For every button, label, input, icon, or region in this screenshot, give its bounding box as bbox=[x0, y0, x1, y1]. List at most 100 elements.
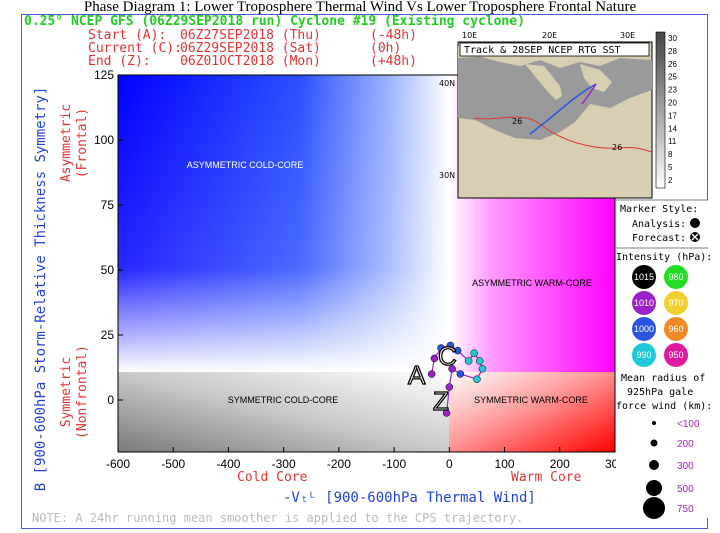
start-label: Start (A): bbox=[88, 28, 166, 43]
intensity-value: 1010 bbox=[634, 298, 654, 308]
intensity-value: 960 bbox=[668, 324, 683, 334]
label-asym-cold: ASYMMETRIC COLD-CORE bbox=[187, 160, 304, 170]
plot-border bbox=[117, 74, 616, 453]
track-analysis-point bbox=[446, 341, 455, 350]
sst-colorbar-ticks: 30 28 26 25 23 20 17 14 11 8 5 2 bbox=[668, 34, 677, 185]
inset-italy bbox=[525, 64, 562, 100]
inset-contour-label-2: 26 bbox=[612, 143, 622, 152]
track-forecast-point bbox=[442, 409, 451, 417]
inset-lon-20e: 20E bbox=[542, 31, 557, 40]
intensity-value: 950 bbox=[668, 350, 683, 360]
inset-lon-30e: 30E bbox=[620, 31, 635, 40]
y-tick-label: 75 bbox=[101, 198, 115, 212]
end-label: End (Z): bbox=[88, 54, 151, 69]
y-tick-label: 0 bbox=[107, 393, 114, 407]
intensity-value: 970 bbox=[668, 298, 683, 308]
radius-swatch bbox=[643, 497, 665, 519]
track-end-label: Z bbox=[433, 386, 449, 416]
label-sym-warm: SYMMETRIC WARM-CORE bbox=[474, 395, 588, 405]
label-sym-cold: SYMMETRIC COLD-CORE bbox=[228, 395, 339, 405]
current-offset: (0h) bbox=[370, 41, 401, 56]
x-tick-label: -300 bbox=[272, 457, 296, 471]
legend: Marker Style: Analysis: Forecast: Intens… bbox=[616, 199, 712, 519]
intensity-swatch bbox=[632, 291, 656, 315]
sst-colorbar-tick: 5 bbox=[668, 163, 673, 172]
sym-label-1: Symmetric bbox=[59, 357, 74, 427]
inset-title: Track & 28SEP NCEP RTG SST bbox=[464, 45, 621, 56]
sst-colorbar-tick: 14 bbox=[668, 124, 677, 133]
sst-colorbar-tick: 8 bbox=[668, 150, 673, 159]
legend-intensity-title: Intensity (hPa): bbox=[616, 252, 712, 263]
intensity-value: 1015 bbox=[634, 272, 654, 282]
inset-lat-30n: 30N bbox=[439, 171, 455, 180]
quadrant-sym-warm bbox=[449, 372, 615, 452]
track-start-label: A bbox=[408, 360, 426, 390]
sst-colorbar-tick: 2 bbox=[668, 176, 673, 185]
intensity-legend: 1015 980 1010 970 1000 960 990 950 bbox=[632, 265, 688, 367]
track-forecast-point bbox=[464, 357, 473, 365]
quadrant-asym-cold-fade bbox=[118, 75, 449, 372]
legend-marker-style: Marker Style: bbox=[620, 204, 698, 215]
sst-colorbar-tick: 23 bbox=[668, 86, 677, 95]
y-tick-label: 100 bbox=[94, 133, 114, 147]
x-tick-label: 200 bbox=[550, 457, 570, 471]
analysis-marker bbox=[690, 218, 700, 228]
x-tick-label: -200 bbox=[327, 457, 351, 471]
inset-track-analysis bbox=[529, 83, 597, 135]
x-tick-label: -500 bbox=[161, 457, 185, 471]
x-tick-label: 0 bbox=[446, 457, 453, 471]
intensity-swatch bbox=[632, 343, 656, 367]
sst-colorbar-tick: 11 bbox=[668, 137, 677, 146]
radius-value: <100 bbox=[677, 419, 700, 430]
radius-value: 300 bbox=[677, 461, 694, 472]
asym-label-2: (Frontal) bbox=[75, 108, 90, 178]
end-offset: (+48h) bbox=[370, 54, 417, 69]
track-forecast-point bbox=[456, 370, 465, 378]
y-tick-label: 50 bbox=[101, 263, 115, 277]
track-forecast-point bbox=[478, 365, 487, 373]
y-tick-label: 125 bbox=[94, 68, 114, 82]
x-tick-label: 100 bbox=[495, 457, 515, 471]
header-line1: 0.25° NCEP GFS (06Z29SEP2018 run) Cyclon… bbox=[24, 14, 525, 29]
current-date: 06Z29SEP2018 (Sat) bbox=[180, 41, 321, 56]
track-analysis-point bbox=[427, 370, 436, 378]
inset-track-forecast bbox=[581, 83, 597, 105]
legend-analysis: Analysis: bbox=[632, 219, 686, 230]
intensity-swatch bbox=[664, 317, 688, 341]
track-forecast-point bbox=[445, 383, 454, 391]
x-tick-label: -100 bbox=[382, 457, 406, 471]
track-analysis-point bbox=[430, 354, 439, 363]
y-axis-label: B [900-600hPa Storm-Relative Thickness S… bbox=[33, 87, 49, 492]
sst-colorbar-tick: 17 bbox=[668, 111, 677, 120]
track-forecast-point bbox=[448, 365, 456, 373]
x-tick-label: -600 bbox=[106, 457, 130, 471]
inset-sst-contour bbox=[473, 116, 653, 153]
sst-colorbar-tick: 28 bbox=[668, 47, 677, 56]
inset-title-box bbox=[459, 42, 650, 57]
radius-title-3: force wind (km): bbox=[616, 401, 712, 412]
inset-map: Track & 28SEP NCEP RTG SST 10E 20E 30E 4… bbox=[439, 31, 677, 199]
legend-panel bbox=[616, 200, 708, 518]
cyclone-track bbox=[427, 341, 487, 417]
label-asym-warm: ASYMMETRIC WARM-CORE bbox=[472, 278, 592, 288]
sst-colorbar-tick: 20 bbox=[668, 99, 677, 108]
sst-colorbar-tick: 25 bbox=[668, 73, 677, 82]
track-current-label: C bbox=[438, 341, 457, 371]
sst-colorbar bbox=[655, 31, 666, 189]
forecast-marker bbox=[690, 232, 700, 242]
header-rows: Start (A): 06Z27SEP2018 (Thu) (-48h) Cur… bbox=[88, 28, 417, 69]
x-tick-label: -400 bbox=[216, 457, 240, 471]
track-forecast-point bbox=[473, 375, 481, 383]
warm-core-label: Warm Core bbox=[511, 470, 582, 485]
radius-swatch bbox=[652, 421, 656, 425]
sym-label-2: (Nonfrontal) bbox=[75, 345, 90, 439]
x-axis-label: -Vₜᴸ [900-600hPa Thermal Wind] bbox=[283, 490, 536, 506]
intensity-value: 980 bbox=[668, 272, 683, 282]
radius-value: 500 bbox=[677, 484, 694, 495]
current-label: Current (C): bbox=[88, 41, 182, 56]
intensity-swatch bbox=[664, 343, 688, 367]
radius-title-1: Mean radius of bbox=[621, 373, 705, 384]
radius-value: 750 bbox=[677, 504, 694, 515]
x-axis-ticks: -600 -500 -400 -300 -200 -100 0 100 200 300 bbox=[106, 447, 625, 471]
